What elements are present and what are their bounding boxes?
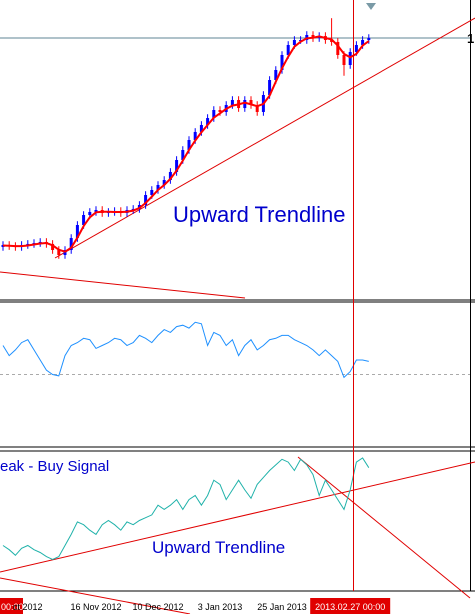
time-marker-box <box>0 598 23 614</box>
trendline <box>297 456 471 599</box>
candle-body <box>249 100 253 105</box>
candle-body <box>336 41 340 55</box>
candle-body <box>274 70 278 80</box>
candle-body <box>354 45 358 52</box>
candle-body <box>162 180 166 185</box>
trendline <box>0 461 475 573</box>
candle-body <box>218 110 222 112</box>
candle-body <box>299 40 303 41</box>
trendline <box>0 577 191 614</box>
candle-body <box>361 40 365 45</box>
candle-body <box>168 171 172 180</box>
candle-body <box>330 40 334 42</box>
annotation: Upward Trendline <box>152 538 285 557</box>
x-tick-label: 25 Jan 2013 <box>257 602 307 612</box>
candle-body <box>144 195 148 205</box>
annotation: Upward Trendline <box>173 202 345 227</box>
candle-body <box>75 225 79 239</box>
candle-body <box>342 55 346 65</box>
indicator-line <box>2 457 370 560</box>
x-tick-label: 2013.02.27 00:00 <box>315 602 385 612</box>
time-marker: 00:00 <box>1 602 24 612</box>
candle-body <box>280 55 284 70</box>
marks <box>0 18 470 560</box>
candle-body <box>193 131 197 140</box>
candle-body <box>206 118 210 125</box>
candle-body <box>88 211 92 215</box>
candle-body <box>69 238 73 250</box>
trendline <box>0 271 246 299</box>
candle-body <box>187 140 191 150</box>
candle-body <box>57 250 61 255</box>
x-tick-label: 10 Dec 2012 <box>132 602 183 612</box>
x-tick-label: ct 2012 <box>13 602 43 612</box>
candle-body <box>150 190 154 195</box>
candle-body <box>94 210 98 212</box>
candle-body <box>181 150 185 160</box>
candle-body <box>255 105 259 112</box>
x-tick-label: 3 Jan 2013 <box>198 602 243 612</box>
candle-body <box>292 40 296 45</box>
price-label: 1 <box>467 31 474 46</box>
candle-body <box>367 38 371 40</box>
candle-body <box>175 160 179 172</box>
indicator-line <box>2 321 369 379</box>
candle-body <box>26 243 30 245</box>
indicator-label: eak - Buy Signal <box>0 458 109 475</box>
candle-body <box>51 243 55 250</box>
moving-average <box>2 35 370 253</box>
candle-body <box>156 185 160 190</box>
candle-body <box>82 215 86 225</box>
candle-body <box>268 80 272 95</box>
candle-body <box>348 51 352 65</box>
candle-body <box>311 35 315 39</box>
candle-body <box>230 100 234 105</box>
candle-body <box>131 208 135 210</box>
candle-body <box>243 100 247 109</box>
shift-marker <box>366 3 376 10</box>
highlight-box <box>310 598 391 614</box>
candle-body <box>212 110 216 119</box>
candle-body <box>199 125 203 132</box>
trendline <box>54 17 475 259</box>
candle-body <box>286 45 290 55</box>
x-tick-label: 16 Nov 2012 <box>70 602 121 612</box>
